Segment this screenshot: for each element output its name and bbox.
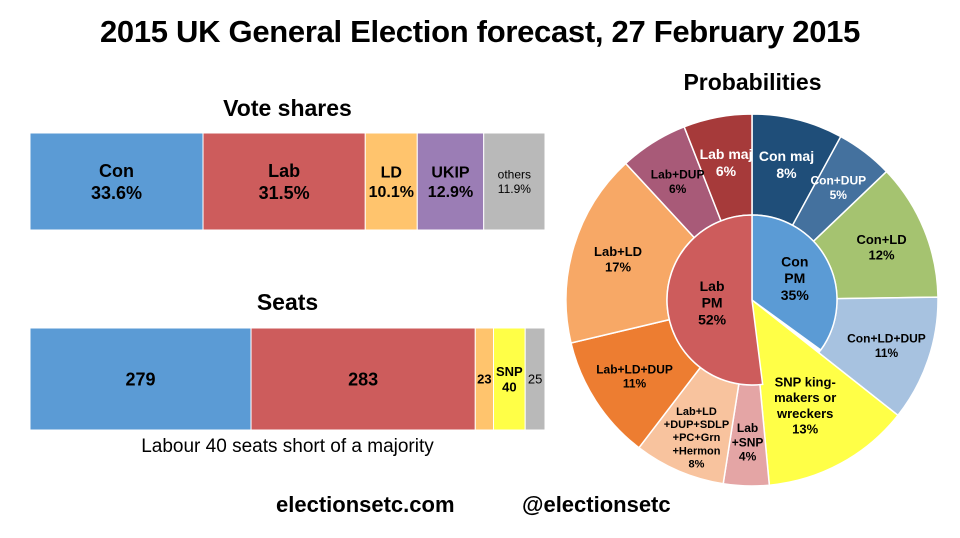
pie-slice-lab-pm <box>666 214 764 386</box>
seats-label-snp: SNP 40 <box>496 364 523 395</box>
pie-label-snp-king-makers-or-wreckers: SNP king-makers or wreckers 13% <box>774 375 836 437</box>
footer-handle: @electionsetc <box>522 492 671 517</box>
page-title: 2015 UK General Election forecast, 27 Fe… <box>99 14 861 49</box>
vote-segment-con <box>29 132 204 231</box>
seats-title: Seats <box>256 289 319 315</box>
seats-label-con: 279 <box>126 369 156 389</box>
seats-bar: 279 283 23 SNP 40 25 <box>29 327 546 431</box>
seats-label-others: 25 <box>528 372 542 387</box>
seats-segment-snp <box>493 327 526 431</box>
pie-label-con-maj: Con maj 8% <box>759 148 814 181</box>
pie-label-con-ld-dup: Con+LD+DUP 11% <box>847 332 926 360</box>
seats-caption: Labour 40 seats short of a majority <box>141 436 434 457</box>
vote-label-con: Con 33.6% <box>91 161 142 203</box>
seats-label-ld: 23 <box>477 372 491 387</box>
seats-segment-lab <box>250 327 476 431</box>
seats-label-lab: 283 <box>348 369 378 389</box>
vote-label-lab: Lab 31.5% <box>259 161 310 203</box>
vote-segment-ukip <box>416 132 485 231</box>
vote-label-others: others 11.9% <box>498 168 532 196</box>
pie-slice-con-pm <box>751 214 838 352</box>
vote-segment-ld <box>364 132 418 231</box>
probabilities-title: Probabilities <box>683 69 822 95</box>
probabilities-pie: Con maj 8% Con+DUP 5% Con+LD 12% Con+LD+DUP 11%… <box>565 113 939 487</box>
vote-shares-bar: Con 33.6% Lab 31.5% LD 10.1% UKIP 12.9% others 11… <box>29 132 546 231</box>
pie-label-lab-pm: Lab PM 52% <box>698 278 727 328</box>
pie-label-lab-ld: Lab+LD 17% <box>594 244 642 275</box>
pie-slice-snp-king-makers-or-wreckers <box>751 298 899 487</box>
pie-label-lab-ld-dup: Lab+LD+DUP 11% <box>596 362 673 390</box>
seats-segment-others <box>524 327 546 431</box>
seats-segment-con <box>29 327 252 431</box>
vote-label-ld: LD 10.1% <box>369 165 414 201</box>
vote-label-ukip: UKIP 12.9% <box>428 165 473 201</box>
pie-label-con-dup: Con+DUP 5% <box>810 173 866 201</box>
footer-site: electionsetc.com <box>276 492 455 517</box>
vote-segment-others <box>483 132 546 231</box>
pie-label-lab-maj: Lab maj 6% <box>700 146 753 179</box>
vote-segment-lab <box>202 132 366 231</box>
pie-label-lab-ld-dup-sdlp-pc-grn-hermon: Lab+LD +DUP+SDLP +PC+Grn +Hermon 8% <box>664 406 729 471</box>
pie-label-lab-snp: Lab +SNP 4% <box>732 421 764 464</box>
vote-shares-title: Vote shares <box>223 95 352 121</box>
pie-label-lab-dup: Lab+DUP 6% <box>651 167 705 195</box>
pie-label-con-ld: Con+LD 12% <box>856 232 906 263</box>
pie-label-con-pm: Con PM 35% <box>781 253 810 303</box>
